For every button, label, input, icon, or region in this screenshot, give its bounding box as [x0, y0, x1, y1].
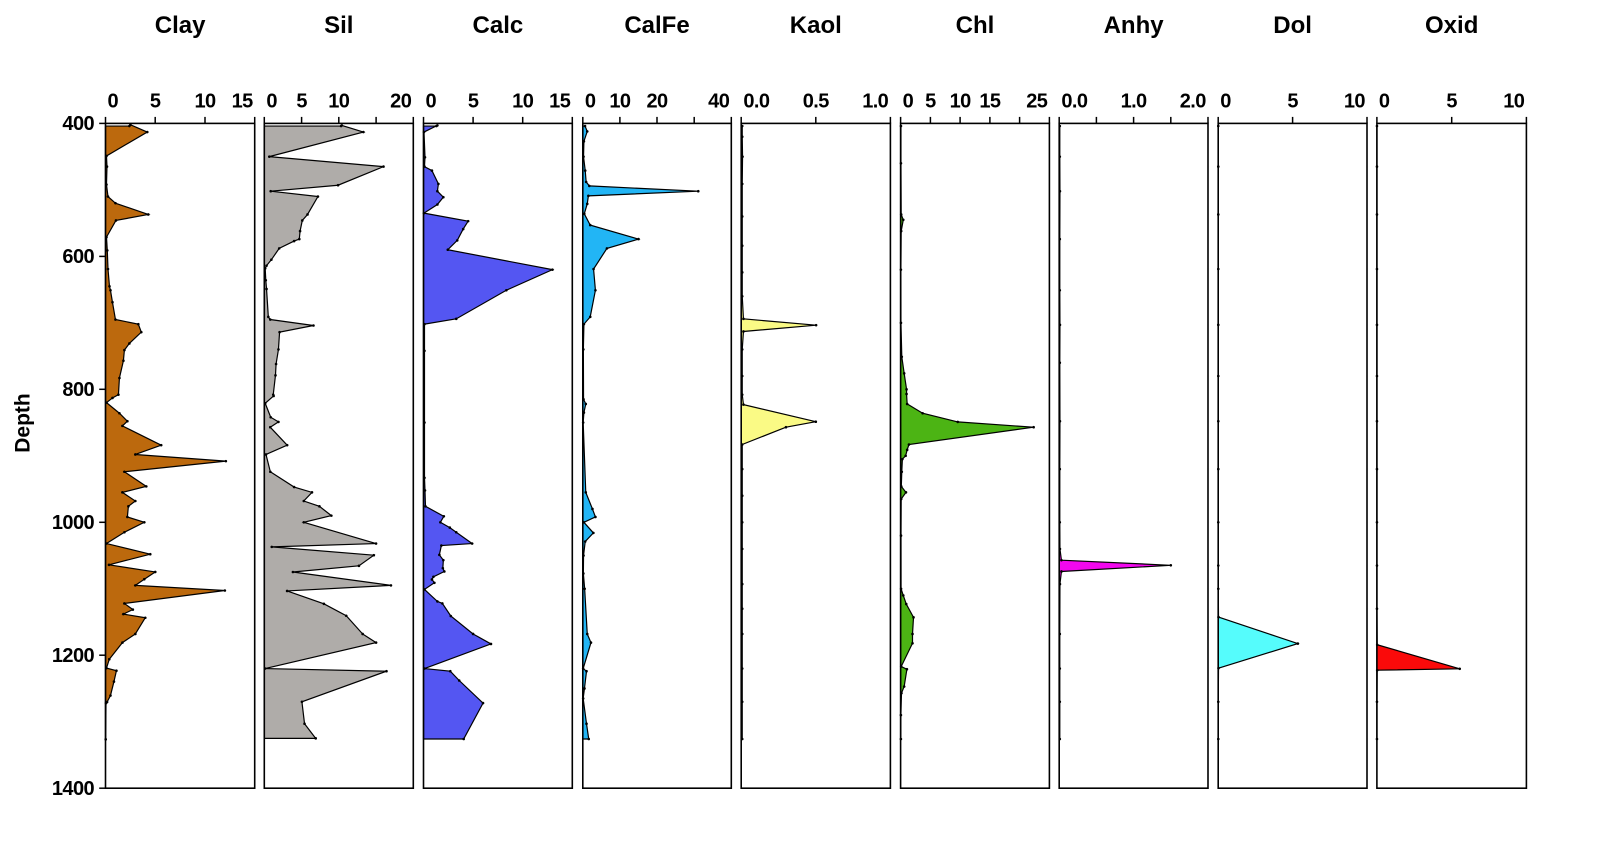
svg-text:1.0: 1.0	[1121, 91, 1147, 113]
svg-text:15: 15	[232, 91, 254, 113]
svg-text:40: 40	[708, 91, 730, 113]
svg-text:CalFe: CalFe	[624, 12, 689, 39]
svg-text:Anhy: Anhy	[1104, 12, 1165, 39]
svg-text:20: 20	[646, 91, 668, 113]
svg-text:0.0: 0.0	[743, 91, 769, 113]
svg-text:15: 15	[549, 91, 571, 113]
svg-text:10: 10	[328, 91, 350, 113]
svg-text:15: 15	[979, 91, 1001, 113]
svg-text:1000: 1000	[52, 512, 95, 534]
svg-text:0: 0	[903, 91, 914, 113]
svg-text:1.0: 1.0	[862, 91, 888, 113]
svg-text:10: 10	[1503, 91, 1525, 113]
svg-text:0: 0	[108, 91, 119, 113]
svg-text:600: 600	[62, 246, 94, 268]
svg-text:10: 10	[950, 91, 972, 113]
svg-text:Calc: Calc	[473, 12, 524, 39]
svg-text:Kaol: Kaol	[790, 12, 842, 39]
svg-text:Chl: Chl	[956, 12, 995, 39]
svg-text:0: 0	[1220, 91, 1231, 113]
svg-text:5: 5	[925, 91, 936, 113]
svg-text:Oxid: Oxid	[1425, 12, 1478, 39]
svg-text:25: 25	[1026, 91, 1048, 113]
svg-text:0: 0	[585, 91, 596, 113]
svg-text:0.0: 0.0	[1061, 91, 1087, 113]
svg-text:Sil: Sil	[324, 12, 353, 39]
svg-text:5: 5	[1287, 91, 1298, 113]
svg-text:5: 5	[1446, 91, 1457, 113]
svg-text:400: 400	[62, 113, 94, 135]
svg-text:5: 5	[150, 91, 161, 113]
svg-text:5: 5	[468, 91, 479, 113]
svg-text:10: 10	[1344, 91, 1366, 113]
svg-text:20: 20	[390, 91, 412, 113]
svg-text:1200: 1200	[52, 645, 95, 667]
svg-text:Dol: Dol	[1273, 12, 1312, 39]
svg-text:Depth: Depth	[12, 393, 35, 453]
svg-text:10: 10	[609, 91, 631, 113]
svg-text:0: 0	[1379, 91, 1390, 113]
svg-text:5: 5	[296, 91, 307, 113]
svg-text:800: 800	[62, 379, 94, 401]
svg-text:2.0: 2.0	[1180, 91, 1206, 113]
svg-text:10: 10	[512, 91, 534, 113]
svg-text:0: 0	[266, 91, 277, 113]
svg-text:10: 10	[194, 91, 216, 113]
svg-text:0: 0	[426, 91, 437, 113]
svg-text:Clay: Clay	[155, 12, 206, 39]
svg-text:1400: 1400	[52, 778, 95, 800]
svg-text:0.5: 0.5	[803, 91, 829, 113]
